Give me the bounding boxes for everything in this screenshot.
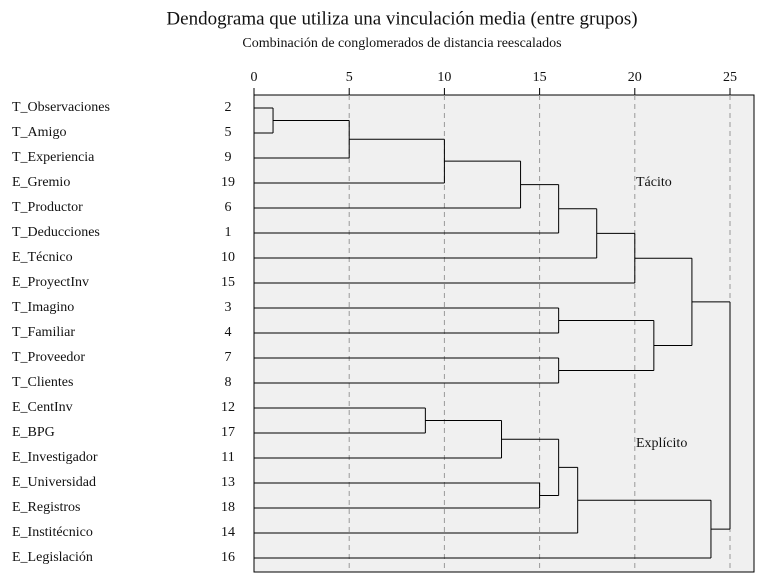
leaf-label: E_Técnico [12,250,73,265]
leaf-label: T_Imagino [12,300,74,315]
leaf-id: 7 [225,350,232,365]
leaf-id: 14 [221,525,235,540]
leaf-label: T_Familiar [12,325,75,340]
leaf-id: 17 [221,425,235,440]
leaf-label: E_Universidad [12,475,96,490]
leaf-id: 11 [221,450,234,465]
leaf-label: E_Investigador [12,450,98,465]
leaf-label: E_Registros [12,500,80,515]
x-tick-label: 0 [251,70,258,85]
leaf-id: 6 [225,200,232,215]
leaf-id: 19 [221,175,235,190]
leaf-id: 2 [225,100,232,115]
x-tick-label: 10 [437,70,451,85]
leaf-label: T_Experiencia [12,150,95,165]
leaf-label: E_ProyectInv [12,275,89,290]
leaf-id: 10 [221,250,235,265]
leaf-id: 15 [221,275,235,290]
leaf-id: 3 [225,300,232,315]
leaf-label: T_Productor [12,200,83,215]
leaf-label: E_Gremio [12,175,70,190]
leaf-label: T_Deducciones [12,225,100,240]
leaf-label: T_Amigo [12,125,66,140]
leaf-id: 13 [221,475,235,490]
leaf-id: 12 [221,400,235,415]
annotation: Explícito [636,436,687,451]
annotation: Tácito [636,175,672,190]
leaf-id: 1 [225,225,232,240]
x-tick-label: 15 [533,70,547,85]
leaf-label: T_Proveedor [12,350,85,365]
leaf-id: 9 [225,150,232,165]
leaf-id: 8 [225,375,232,390]
leaf-label: E_BPG [12,425,55,440]
leaf-id: 5 [225,125,232,140]
x-tick-label: 25 [723,70,737,85]
leaf-id: 4 [225,325,232,340]
x-tick-label: 5 [346,70,353,85]
leaf-id: 16 [221,550,235,565]
leaf-label: E_CentInv [12,400,73,415]
chart-title: Dendograma que utiliza una vinculación m… [166,8,637,29]
leaf-id: 18 [221,500,235,515]
chart-subtitle: Combinación de conglomerados de distanci… [242,36,561,51]
leaf-label: T_Observaciones [12,100,110,115]
leaf-label: E_Institécnico [12,525,93,540]
x-tick-label: 20 [628,70,642,85]
leaf-label: E_Legislación [12,550,93,565]
leaf-label: T_Clientes [12,375,73,390]
